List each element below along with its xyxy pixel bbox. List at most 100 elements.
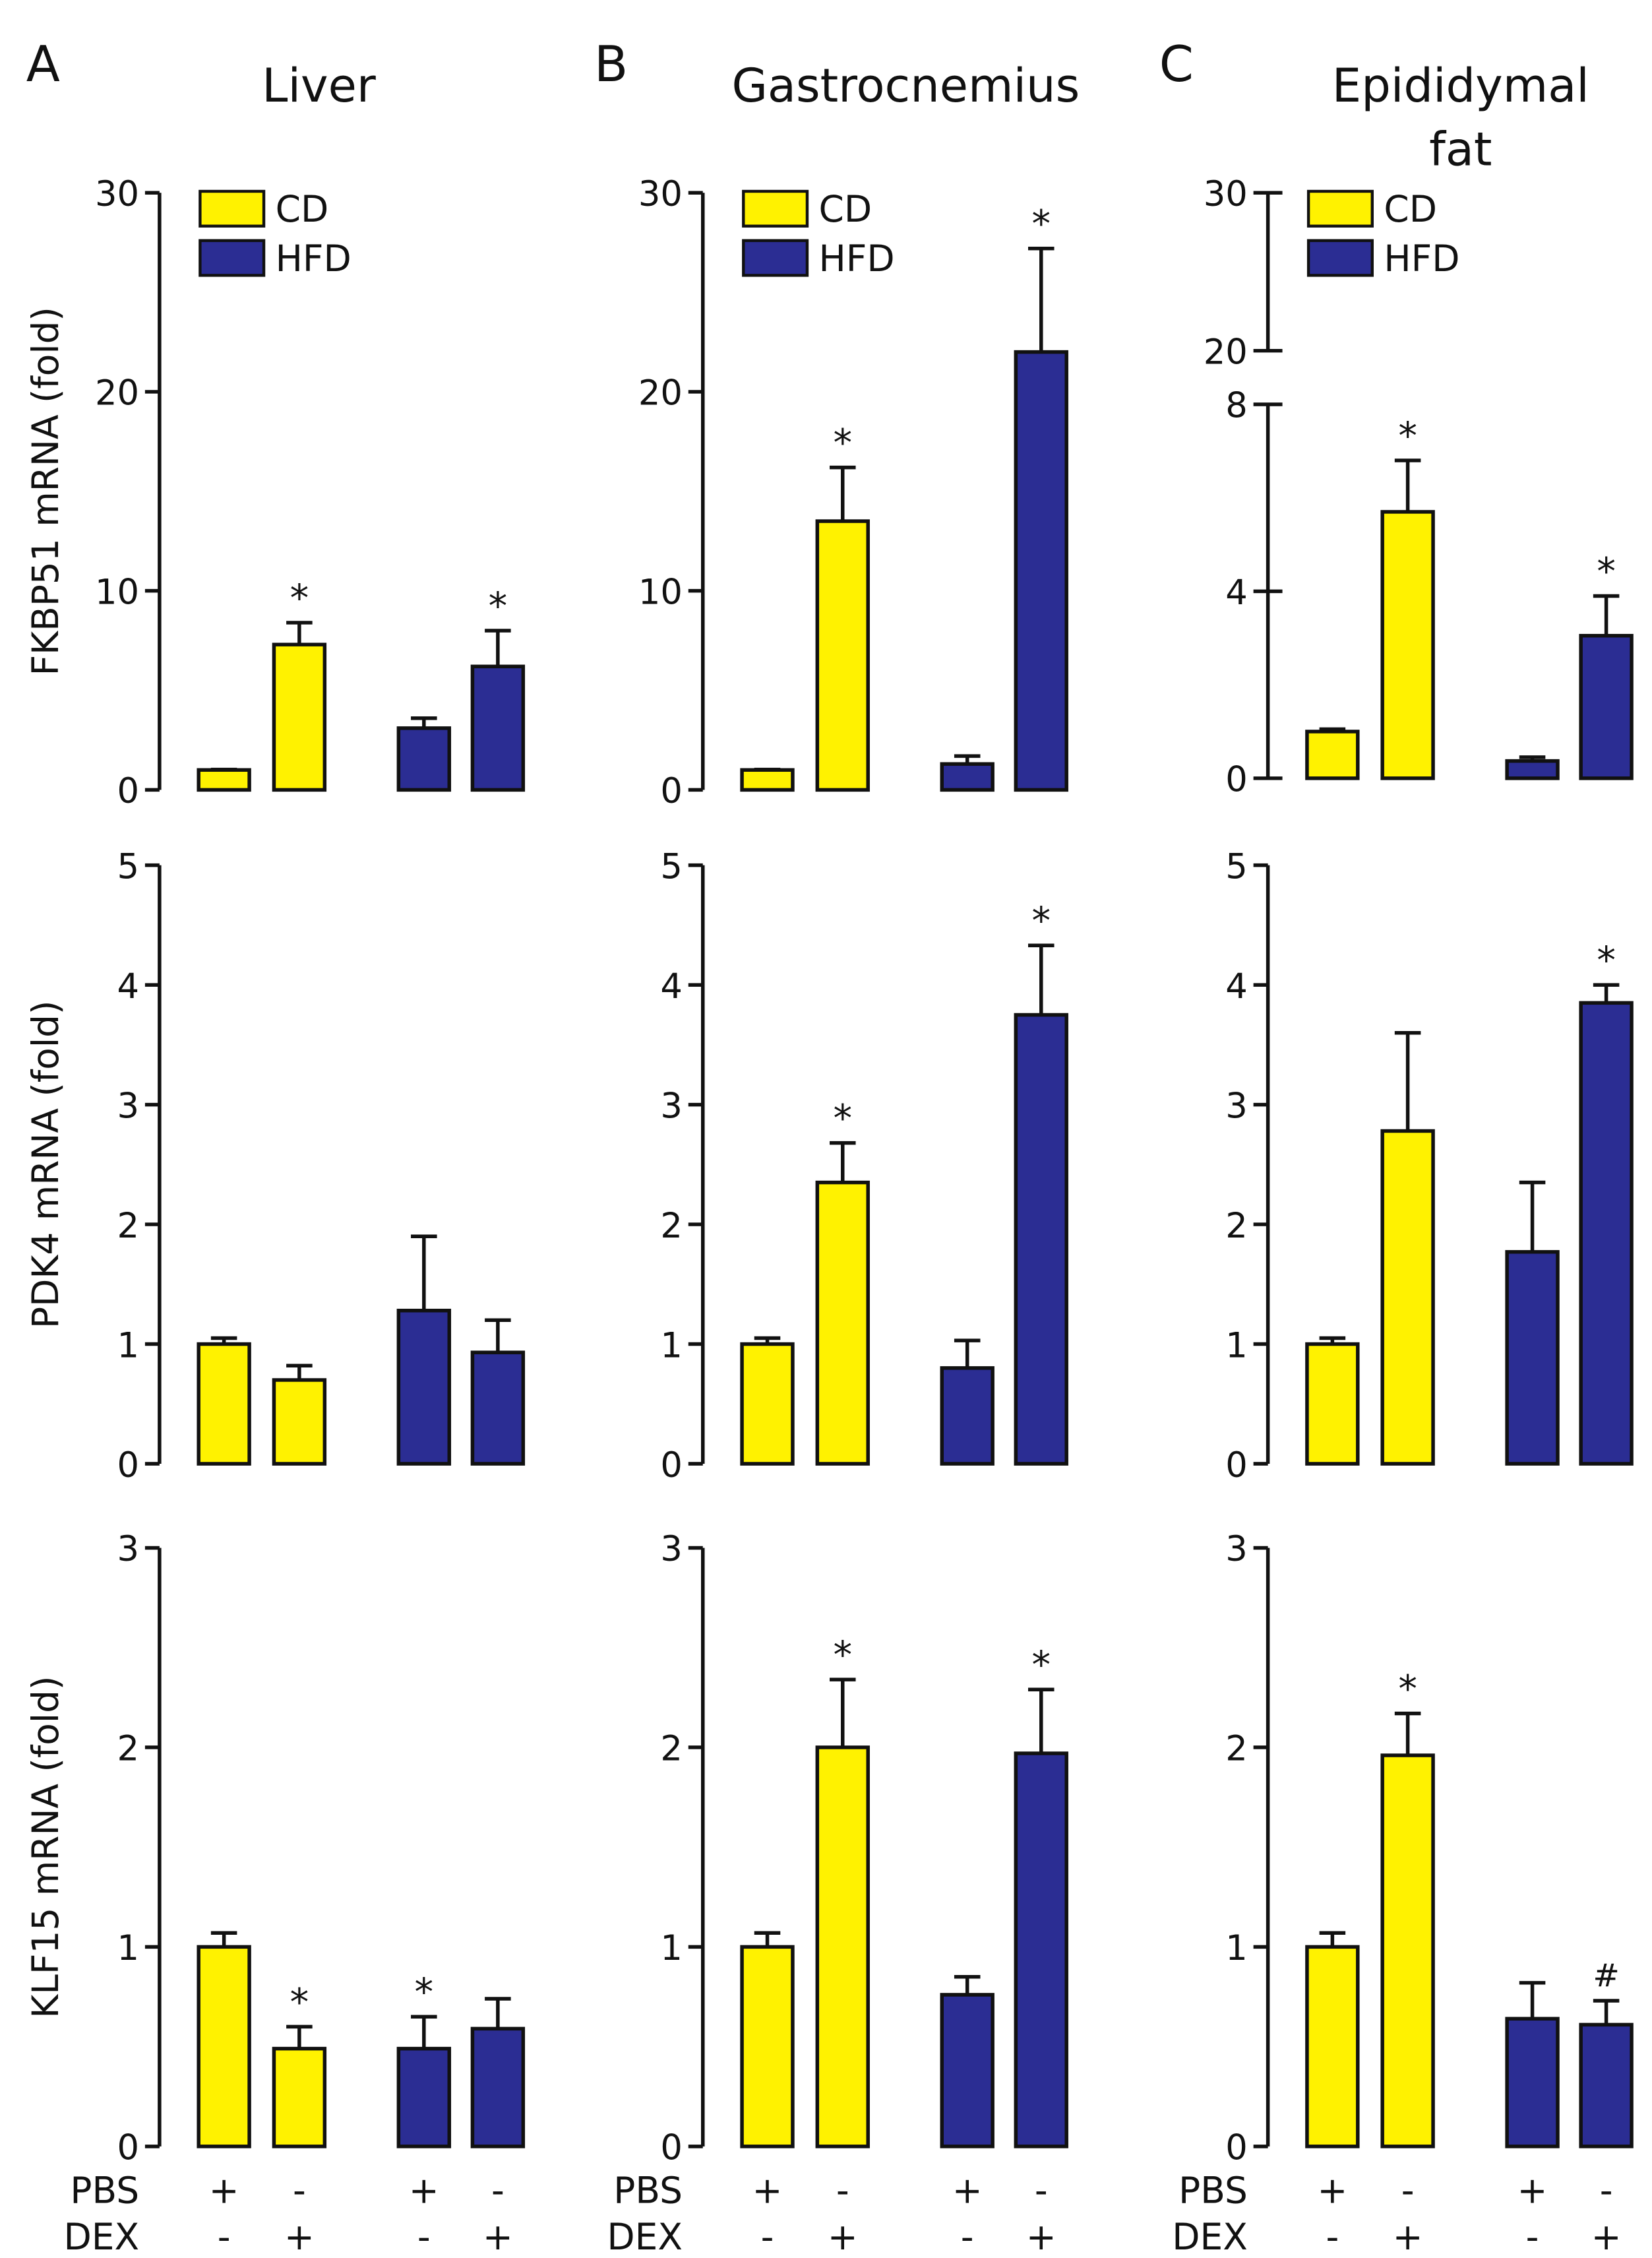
bar-cd-dex	[272, 2046, 327, 2148]
significance-mark: *	[833, 1097, 852, 1141]
treatment-sign: -	[1600, 2170, 1613, 2212]
bar-hfd-dex	[1014, 350, 1068, 792]
treatment-sign: -	[417, 2216, 431, 2258]
bar-hfd-dex	[1579, 1001, 1634, 1466]
significance-mark: *	[290, 1981, 309, 2024]
legend-swatch-hfd	[742, 239, 809, 277]
y-tick-label: 5	[660, 846, 683, 887]
y-tick-label: 30	[95, 174, 139, 214]
y-tick-label: 30	[638, 174, 683, 214]
bar-cd-pbs	[1305, 730, 1360, 780]
significance-mark: *	[833, 1633, 852, 1677]
treatment-sign: +	[828, 2216, 858, 2258]
y-tick-label: 20	[95, 373, 139, 414]
y-tick-label: 2	[660, 1729, 683, 1769]
bar-cd-pbs	[1305, 1342, 1360, 1466]
legend-label: HFD	[276, 237, 352, 280]
bar-cd-pbs	[740, 768, 795, 792]
bar-hfd-pbs	[396, 2046, 452, 2148]
bar-cd-dex	[1380, 1129, 1435, 1466]
y-tick-label: 3	[660, 1086, 683, 1126]
treatment-sign: +	[1517, 2170, 1548, 2212]
y-tick-label: 1	[660, 1325, 683, 1365]
y-tick-label: 0	[1225, 1445, 1248, 1486]
legend-label: HFD	[1384, 237, 1459, 280]
treatment-sign: +	[284, 2216, 315, 2258]
y-tick-label: 0	[117, 1445, 140, 1486]
bar-hfd-pbs	[1505, 1250, 1560, 1466]
legend-label: CD	[276, 188, 329, 230]
treatment-sign: +	[409, 2170, 439, 2212]
legend-label: CD	[1384, 188, 1437, 230]
y-tick-label: 0	[117, 771, 140, 811]
legend-swatch-hfd	[1306, 239, 1374, 277]
bar-hfd-dex	[470, 664, 526, 792]
treatment-sign: +	[209, 2170, 239, 2212]
legend-label: HFD	[819, 237, 895, 280]
panel-title: fat	[1429, 122, 1492, 176]
significance-mark: *	[1597, 550, 1616, 594]
panel-letter: C	[1159, 36, 1194, 93]
treatment-sign: -	[491, 2170, 505, 2212]
y-tick-label: 3	[117, 1529, 140, 1569]
bar-hfd-pbs	[940, 1993, 994, 2148]
significance-mark: *	[1031, 1644, 1051, 1687]
y-tick-label: 3	[1225, 1529, 1248, 1569]
bar-cd-dex	[1380, 510, 1435, 780]
y-tick-label: 1	[1225, 1928, 1248, 1968]
treatment-sign: -	[836, 2170, 849, 2212]
panel-title: Epididymal	[1332, 59, 1589, 113]
bar-cd-pbs	[740, 1342, 795, 1466]
panel-letter: A	[26, 36, 60, 93]
bar-cd-pbs	[740, 1945, 795, 2148]
treatment-sign: -	[1401, 2170, 1415, 2212]
y-tick-label: 2	[1225, 1206, 1248, 1246]
bar-hfd-dex	[470, 1350, 526, 1466]
treatment-sign: +	[1317, 2170, 1347, 2212]
y-tick-label: 5	[1225, 846, 1248, 887]
treatment-sign: +	[752, 2170, 783, 2212]
y-axis-label: PDK4 mRNA (fold)	[24, 1001, 67, 1329]
treatment-label: PBS	[613, 2170, 683, 2212]
y-tick-label: 4	[1225, 573, 1248, 613]
y-tick-label: 2	[1225, 1729, 1248, 1769]
y-tick-label: 0	[1225, 760, 1248, 800]
bar-cd-dex	[815, 1180, 870, 1466]
panel-title: Liver	[262, 59, 376, 113]
significance-mark: *	[1398, 414, 1417, 458]
bar-hfd-pbs	[396, 1308, 452, 1466]
legend-swatch-cd	[199, 189, 266, 228]
y-tick-label: 20	[638, 373, 683, 414]
bar-hfd-pbs	[940, 1366, 994, 1466]
panel-letter: B	[594, 36, 628, 93]
bar-cd-pbs	[197, 768, 251, 792]
y-tick-label: 1	[117, 1928, 140, 1968]
y-tick-label: 4	[117, 966, 140, 1007]
significance-mark: *	[1398, 1668, 1417, 1711]
bar-hfd-dex	[1579, 633, 1634, 780]
legend-swatch-cd	[1306, 189, 1374, 228]
bar-hfd-dex	[470, 2026, 526, 2148]
bar-hfd-pbs	[1505, 2017, 1560, 2148]
treatment-sign: +	[1591, 2216, 1622, 2258]
y-tick-label: 4	[660, 966, 683, 1007]
y-tick-label: 2	[117, 1729, 140, 1769]
treatment-sign: -	[218, 2216, 231, 2258]
bar-hfd-dex	[1014, 1751, 1068, 2148]
legend-swatch-hfd	[199, 239, 266, 277]
significance-mark: *	[290, 577, 309, 620]
treatment-sign: +	[1393, 2216, 1423, 2258]
y-tick-label: 3	[117, 1086, 140, 1126]
y-tick-label: 4	[1225, 966, 1248, 1007]
y-tick-label: 1	[660, 1928, 683, 1968]
bar-cd-dex	[272, 643, 327, 792]
treatment-sign: +	[1026, 2216, 1056, 2258]
bar-hfd-pbs	[396, 726, 452, 792]
treatment-sign: -	[293, 2170, 306, 2212]
bar-cd-pbs	[1305, 1945, 1360, 2148]
y-tick-label: 3	[1225, 1086, 1248, 1126]
treatment-label: PBS	[1178, 2170, 1248, 2212]
y-tick-label: 0	[117, 2128, 140, 2168]
y-tick-label: 0	[660, 1445, 683, 1486]
